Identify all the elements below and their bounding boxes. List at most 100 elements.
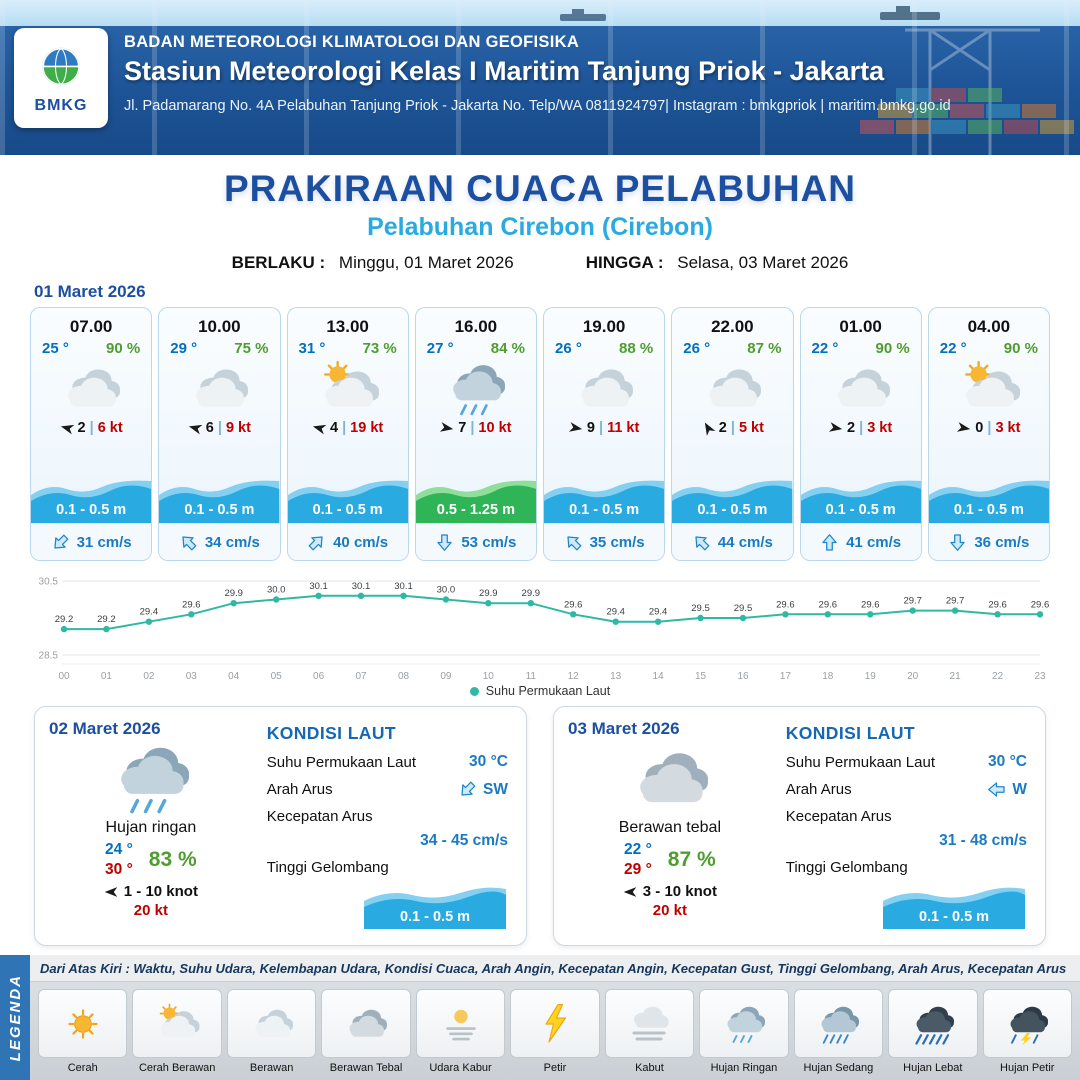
wind-row: 2 | 6 kt: [31, 420, 151, 436]
wind-row: 4 | 19 kt: [288, 420, 408, 436]
wave-height-graphic: 0.1 - 0.5 m: [883, 885, 1025, 929]
wind-gust: 3 kt: [995, 420, 1021, 436]
current-direction: SW: [483, 780, 508, 798]
daily-weather-icon: [620, 741, 720, 817]
port-name: Pelabuhan Cirebon (Cirebon): [367, 213, 713, 241]
weather-icon: [440, 360, 512, 418]
forecast-time: 16.00: [454, 317, 498, 336]
forecast-time: 22.00: [711, 317, 754, 336]
current-speed: 34 cm/s: [204, 533, 260, 551]
divider: |: [859, 420, 864, 436]
svg-text:01: 01: [101, 671, 113, 682]
hourly-cards-row: 07.00 25 ° 90 % 2 | 6 kt 0.: [0, 307, 1080, 561]
sst-label: Suhu Permukaan Laut: [785, 753, 935, 771]
station-name: Stasiun Meteorologi Kelas I Maritim Tanj…: [124, 56, 885, 86]
header-banner: BMKG BADAN METEOROLOGI KLIMATOLOGI DAN G…: [0, 0, 1080, 155]
current-speed: 31 - 48 cm/s: [939, 832, 1027, 849]
daily-weather-icon: [101, 741, 201, 817]
legend-note: Dari Atas Kiri : Waktu, Suhu Udara, Kele…: [30, 955, 1080, 982]
hourly-forecast-card: 10.00 29 ° 75 % 6 | 9 kt 0.: [158, 307, 281, 561]
current-direction: W: [1012, 780, 1027, 798]
svg-text:29.6: 29.6: [861, 599, 880, 610]
legend-item-label: Kabut: [635, 1062, 664, 1074]
divider: |: [470, 420, 475, 436]
wave-height-value: 0.1 - 0.5 m: [918, 909, 990, 925]
svg-text:29.6: 29.6: [988, 599, 1007, 610]
window-mullions-overlay: [0, 0, 1080, 155]
sst-value: 30 °C: [988, 753, 1027, 770]
current-speed-label: Kecepatan Arus: [266, 808, 373, 825]
air-temperature: 31 °: [298, 340, 326, 357]
svg-text:09: 09: [440, 671, 452, 682]
current-speed: 41 cm/s: [846, 533, 902, 551]
wind-gust: 11 kt: [607, 420, 640, 436]
legend-item: Udara Kabur: [415, 989, 506, 1074]
svg-text:19: 19: [865, 671, 877, 682]
valid-to-label: HINGGA :: [585, 253, 664, 272]
svg-text:29.9: 29.9: [522, 588, 541, 599]
current-direction-icon: [303, 529, 330, 556]
svg-text:29.2: 29.2: [97, 614, 116, 625]
legend-item: Petir: [510, 989, 600, 1074]
valid-from-value: Minggu, 01 Maret 2026: [338, 253, 514, 272]
svg-text:23: 23: [1034, 671, 1046, 682]
legend-item-label: Cerah Berawan: [138, 1062, 216, 1074]
hourly-forecast-card: 22.00 26 ° 87 % 2 | 5 kt 0.: [671, 307, 794, 561]
current-row: 35 cm/s: [544, 523, 665, 560]
legend-item: Hujan Lebat: [888, 989, 978, 1074]
svg-text:29.4: 29.4: [649, 607, 668, 618]
forecast-time: 04.00: [967, 317, 1011, 336]
forecast-time: 10.00: [198, 317, 241, 336]
harbor-illustration: [560, 6, 1074, 155]
hourly-date: 01 Maret 2026: [34, 282, 146, 301]
legend-icon-box: [888, 989, 978, 1058]
wind-speed: 7: [458, 420, 467, 436]
air-temperature: 22 °: [811, 340, 839, 357]
legend-icon-box: [38, 989, 128, 1058]
wave-height-value: 0.1 - 0.5 m: [697, 502, 768, 518]
current-direction-icon: [435, 533, 454, 552]
legend-weather-icon: [150, 1003, 204, 1045]
wind-gust: 6 kt: [97, 420, 123, 436]
hourly-forecast-card: 04.00 22 ° 90 % 0 | 3 kt 0.: [927, 307, 1050, 561]
wave-height-band: 0.1 - 0.5 m: [159, 477, 280, 523]
humidity: 75 %: [234, 340, 269, 357]
chart-legend: Suhu Permukaan Laut: [30, 684, 1050, 698]
legend-item: Hujan Petir: [982, 989, 1072, 1074]
forecast-time: 01.00: [839, 317, 882, 336]
wind-row: 6 | 9 kt: [159, 420, 279, 436]
svg-text:29.6: 29.6: [1031, 599, 1050, 610]
wind-speed: 2: [847, 420, 856, 436]
wind-gust: 20 kt: [652, 902, 687, 919]
wind-direction-icon: [186, 419, 203, 436]
wave-height-band: 0.1 - 0.5 m: [544, 477, 665, 523]
wind-speed: 9: [586, 420, 595, 436]
current-speed: 44 cm/s: [717, 533, 773, 551]
current-row: 40 cm/s: [287, 523, 408, 560]
svg-text:30.1: 30.1: [352, 581, 371, 592]
wave-height-band: 0.1 - 0.5 m: [672, 477, 793, 523]
wave-height-label: Tinggi Gelombang: [266, 859, 389, 876]
wind-direction-icon: [568, 420, 584, 436]
svg-text:21: 21: [950, 671, 962, 682]
svg-text:06: 06: [313, 671, 325, 682]
current-row: 53 cm/s: [415, 523, 536, 560]
wind-range: 3 - 10 knot: [642, 883, 717, 900]
wind-speed: 6: [205, 420, 214, 436]
current-speed: 53 cm/s: [461, 533, 517, 551]
valid-from-label: BERLAKU :: [231, 253, 326, 272]
weather-condition: Berawan tebal: [618, 819, 721, 836]
legend-weather-icon: [245, 1003, 299, 1045]
current-speed-label: Kecepatan Arus: [785, 808, 892, 825]
sst-line-chart: 30.5 28.5 29.2 00 29.2 01 29.4 02 29.6 03 29.9 04 30…: [39, 577, 1050, 683]
wind-row: 2 | 5 kt: [672, 420, 792, 436]
svg-text:14: 14: [653, 671, 665, 682]
wind-speed: 0: [975, 420, 984, 436]
svg-text:17: 17: [780, 671, 792, 682]
svg-text:08: 08: [398, 671, 410, 682]
wind-direction-icon: [828, 420, 844, 436]
current-row: 44 cm/s: [672, 523, 793, 560]
humidity: 73 %: [362, 340, 397, 357]
title-block: PRAKIRAAN CUACA PELABUHAN Pelabuhan Cire…: [0, 155, 1080, 273]
current-row: 41 cm/s: [800, 523, 921, 560]
